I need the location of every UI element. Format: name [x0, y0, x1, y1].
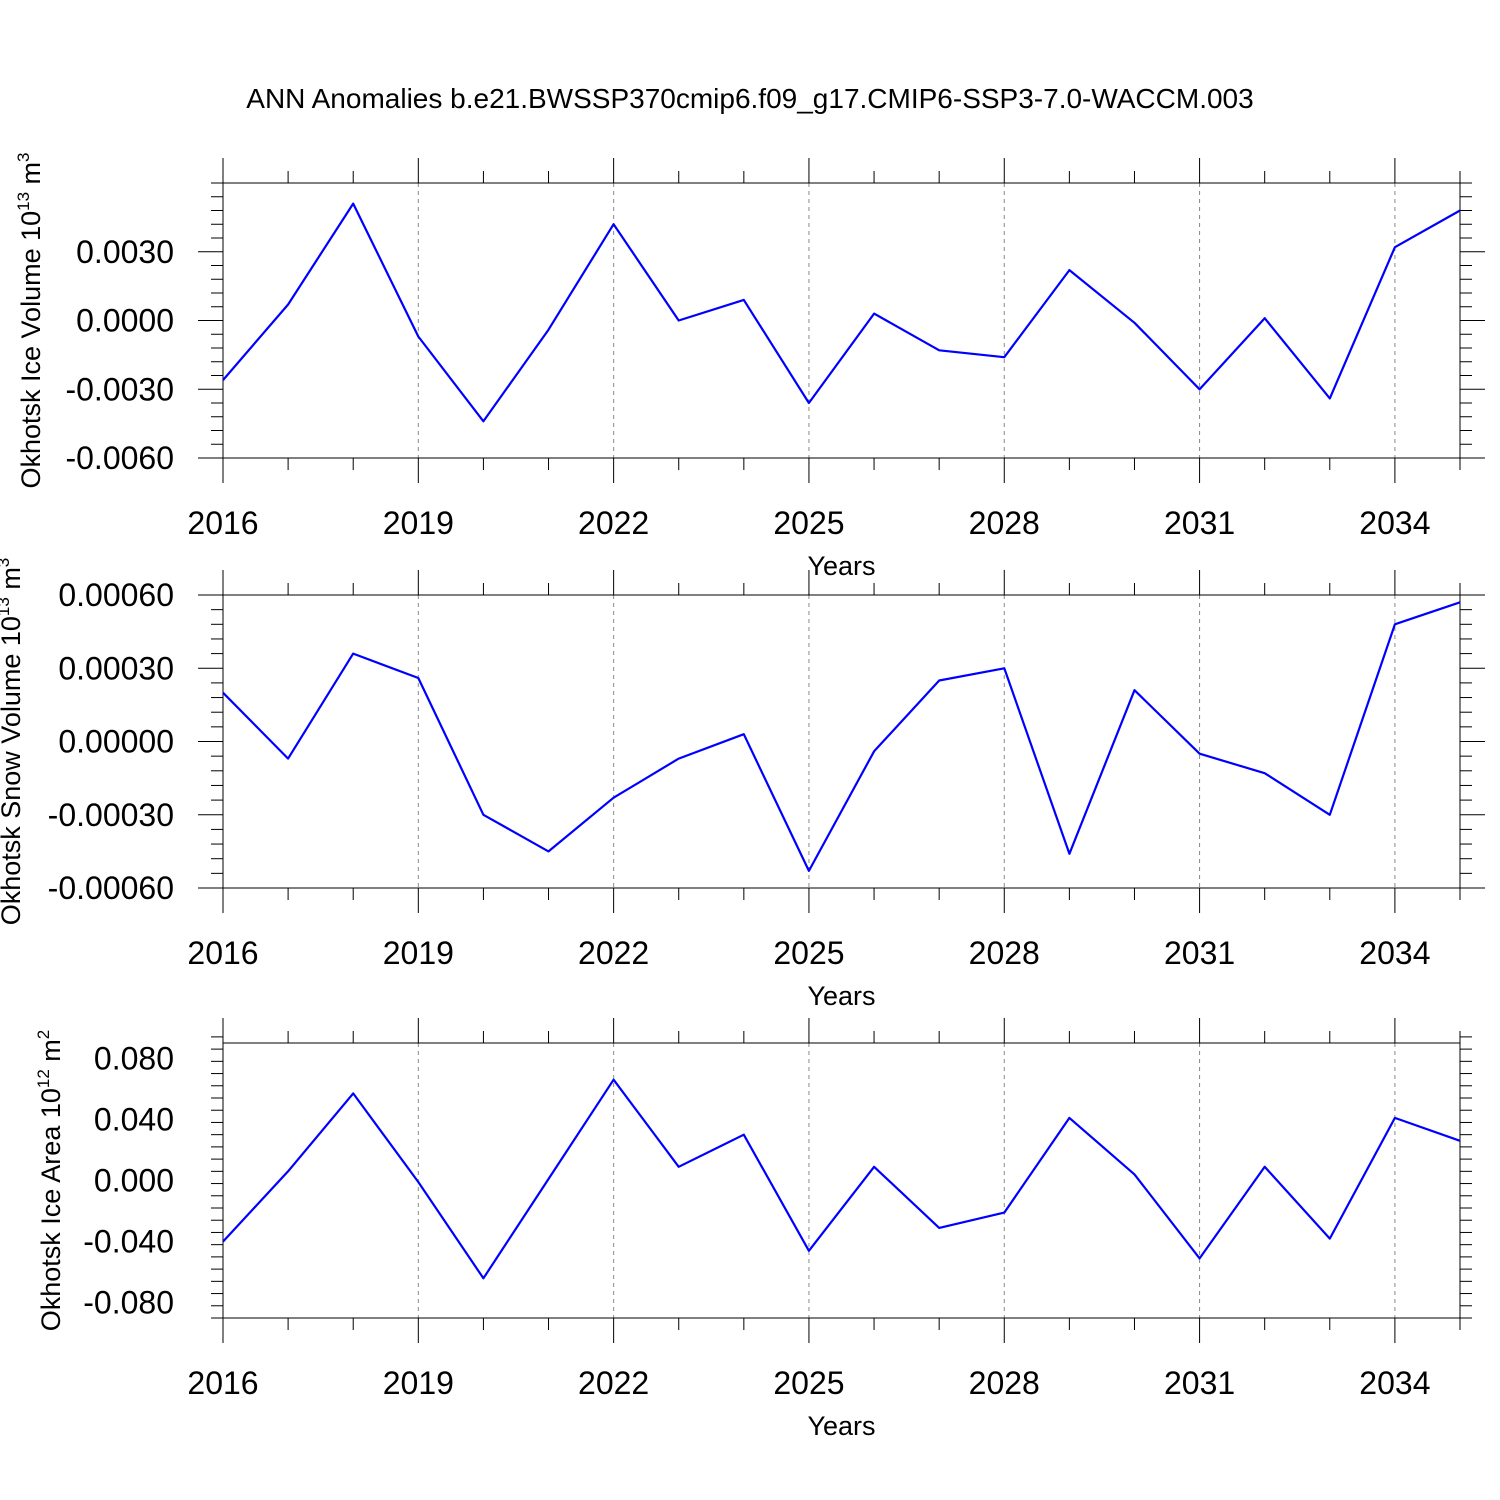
y-axis-label-unit: m — [0, 567, 26, 597]
x-tick-label: 2031 — [1164, 505, 1235, 541]
x-axis-label: Years — [807, 1411, 875, 1441]
y-tick-label: 0.0030 — [76, 234, 174, 270]
y-axis-label: Okhotsk Snow Volume 1013 m3 — [0, 558, 26, 926]
y-tick-label: -0.080 — [83, 1285, 174, 1321]
chart-panels: 2016 2019 2022 2025 2028 2031 2034 -0.0060 -0.00… — [0, 152, 1485, 1441]
y-axis-label-base: Okhotsk Snow Volume 10 — [0, 616, 26, 925]
series-line — [222, 202, 1461, 423]
x-axis-label: Years — [807, 981, 875, 1011]
y-axis-label-unit-exponent: 3 — [14, 152, 33, 161]
chart-panel-3: 2016 2019 2022 2025 2028 2031 2034 -0.080 -0.040… — [34, 1018, 1472, 1441]
y-axis-label: Okhotsk Ice Area 1012 m2 — [34, 1030, 66, 1332]
x-axis-label: Years — [807, 551, 875, 581]
y-axis-label-unit-exponent: 2 — [34, 1030, 53, 1039]
y-axis-label-base: Okhotsk Ice Volume 10 — [16, 211, 46, 489]
x-tick-label: 2019 — [383, 935, 454, 971]
x-tick-label: 2028 — [969, 1365, 1040, 1401]
chart-panel-2: 2016 2019 2022 2025 2028 2031 2034 -0.00060 -0.0… — [0, 558, 1485, 1011]
x-tick-label: 2022 — [578, 1365, 649, 1401]
chart-title: ANN Anomalies b.e21.BWSSP370cmip6.f09_g1… — [246, 83, 1253, 114]
x-tick-label: 2022 — [578, 935, 649, 971]
y-axis-label-exponent: 12 — [34, 1069, 53, 1088]
chart-panel-1: 2016 2019 2022 2025 2028 2031 2034 -0.0060 -0.00… — [14, 152, 1485, 581]
y-tick-label: -0.00030 — [48, 797, 174, 833]
plot-frame — [222, 182, 1461, 459]
y-tick-label: 0.040 — [94, 1101, 174, 1137]
y-axis-label-exponent: 13 — [14, 192, 33, 211]
x-tick-label: 2034 — [1359, 1365, 1430, 1401]
y-tick-label: 0.00060 — [58, 577, 174, 613]
y-axis-label-unit-exponent: 3 — [0, 558, 13, 567]
plot-frame — [222, 594, 1461, 889]
y-tick-label: 0.080 — [94, 1040, 174, 1076]
x-tick-label: 2031 — [1164, 935, 1235, 971]
y-tick-label: 0.00000 — [58, 724, 174, 760]
x-tick-label: 2019 — [383, 1365, 454, 1401]
y-tick-label: -0.0030 — [65, 371, 174, 407]
y-axis-label: Okhotsk Ice Volume 1013 m3 — [14, 152, 46, 488]
x-tick-label: 2028 — [969, 935, 1040, 971]
plot-frame — [222, 1042, 1461, 1319]
x-tick-label: 2034 — [1359, 505, 1430, 541]
y-tick-label: -0.040 — [83, 1224, 174, 1260]
y-tick-label: 0.0000 — [76, 303, 174, 339]
series-line — [222, 601, 1461, 873]
y-axis-label-unit: m — [16, 162, 46, 192]
y-tick-label: 0.000 — [94, 1163, 174, 1199]
series-line — [222, 1078, 1461, 1280]
y-tick-label: 0.00030 — [58, 650, 174, 686]
x-tick-label: 2031 — [1164, 1365, 1235, 1401]
y-axis-label-exponent: 13 — [0, 597, 13, 616]
x-tick-label: 2016 — [187, 935, 258, 971]
y-tick-label: -0.00060 — [48, 870, 174, 906]
x-tick-label: 2016 — [187, 505, 258, 541]
x-tick-label: 2028 — [969, 505, 1040, 541]
x-tick-label: 2025 — [773, 935, 844, 971]
y-axis-label-unit: m — [36, 1039, 66, 1069]
x-tick-label: 2016 — [187, 1365, 258, 1401]
x-tick-label: 2019 — [383, 505, 454, 541]
y-tick-label: -0.0060 — [65, 440, 174, 476]
x-tick-label: 2022 — [578, 505, 649, 541]
x-tick-label: 2034 — [1359, 935, 1430, 971]
x-tick-label: 2025 — [773, 505, 844, 541]
y-axis-label-base: Okhotsk Ice Area 10 — [36, 1088, 66, 1331]
x-tick-label: 2025 — [773, 1365, 844, 1401]
